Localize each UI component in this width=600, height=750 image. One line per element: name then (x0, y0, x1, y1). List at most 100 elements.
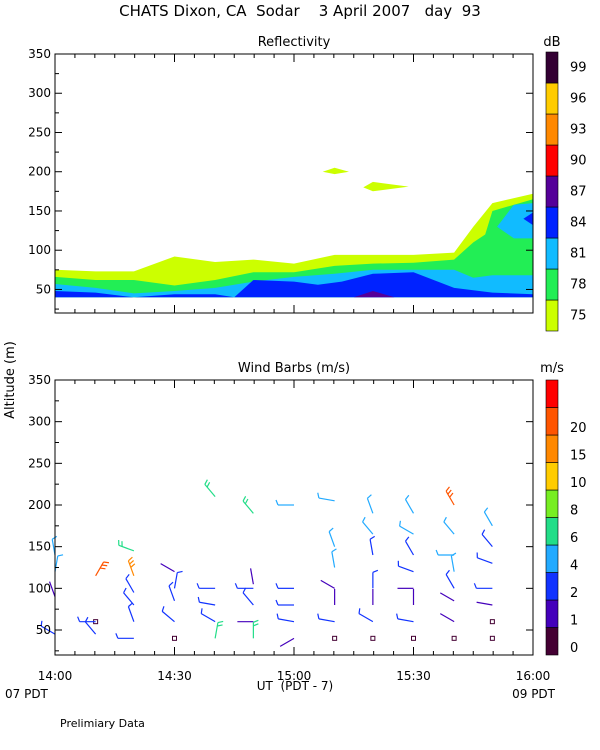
wind-colorbar-swatch (545, 599, 559, 628)
wind-colorbar-swatch (545, 379, 559, 408)
wind-barb (320, 579, 335, 589)
wind-barb (439, 613, 455, 623)
reflectivity-colorbar-swatch (545, 113, 559, 146)
wind-barb (275, 499, 294, 506)
wind-colorbar-label: 10 (570, 476, 587, 491)
reflectivity-colorbar-label: 90 (570, 154, 587, 169)
wind-barb (445, 486, 455, 506)
reflectivity-colorbar-label: 87 (570, 185, 587, 200)
wind-barb (196, 583, 216, 589)
reflectivity-title: Reflectivity (258, 35, 331, 50)
wind-barb (397, 560, 414, 573)
start-local-time: 07 PDT (5, 687, 49, 701)
reflectivity-ytick-label: 50 (36, 282, 51, 296)
wind-colorbar-swatch (545, 517, 559, 546)
wind-barb (115, 633, 134, 639)
wind-ytick-label: 150 (28, 540, 51, 554)
wind-xtick-label: 16:00 (516, 669, 551, 683)
wind-ytick-label: 250 (28, 456, 51, 470)
wind-barb (250, 568, 254, 585)
wind-barb (77, 616, 96, 623)
wind-barb (252, 619, 259, 639)
wind-barb (331, 548, 337, 568)
wind-barb (317, 492, 335, 502)
reflectivity-frame (54, 53, 534, 314)
wind-barb (450, 552, 457, 572)
wind-colorbar: 0 1 2 4 6 8 10 15 20 (545, 379, 587, 656)
reflectivity-colorbar-label: 81 (570, 247, 587, 262)
wind-colorbar-swatch (545, 434, 559, 463)
wind-barb (404, 536, 415, 556)
wind-barb (404, 494, 415, 514)
wind-barb-calm (172, 635, 177, 641)
wind-barb-calm (489, 619, 495, 625)
wind-barb (366, 494, 374, 514)
contour-87db-region (353, 291, 395, 298)
reflectivity-ytick-label: 250 (28, 125, 51, 139)
reflectivity-colorbar-label: 99 (570, 61, 587, 76)
reflectivity-colorbar-label: 93 (570, 123, 587, 138)
wind-barb (445, 569, 455, 589)
wind-barb (242, 496, 254, 514)
wind-barb (369, 535, 375, 556)
wind-barb (473, 583, 493, 589)
wind-colorbar-swatch (545, 489, 559, 518)
wind-barb (84, 616, 97, 635)
wind-barb (160, 563, 175, 573)
wind-xtick-label: 14:00 (38, 669, 73, 683)
contour-81db-region (497, 203, 533, 239)
preliminary-data-note: Prelimiary Data (60, 717, 145, 730)
wind-barb-calm (411, 635, 416, 641)
wind-barb (242, 587, 254, 606)
wind-colorbar-swatch (545, 572, 559, 601)
wind-ytick-label: 300 (28, 415, 51, 429)
wind-barb (372, 569, 379, 589)
wind-ytick-label: 50 (36, 623, 51, 637)
wind-colorbar-label: 6 (570, 531, 578, 546)
wind-barb (439, 592, 455, 602)
wind-barb (173, 570, 183, 589)
reflectivity-colorbar-label: 78 (570, 278, 587, 293)
wind-barb (476, 552, 493, 564)
reflectivity-colorbar-label: 75 (570, 309, 587, 324)
wind-barb (161, 606, 175, 623)
wind-ytick-label: 350 (28, 373, 51, 387)
reflectivity-colorbar-swatch (545, 237, 559, 270)
wind-barb-calm (489, 635, 495, 641)
wind-colorbar-label: 0 (570, 641, 578, 656)
wind-barbs-axes: 50 100 150 200 250 300 350 14:00 14:30 15:00 15:30… (28, 373, 550, 683)
wind-barb (435, 549, 455, 556)
reflectivity-axes: 50 100 150 200 250 300 350 (28, 47, 534, 313)
reflectivity-ytick-label: 150 (28, 204, 51, 218)
wind-barb (276, 613, 295, 623)
contour-84db-region (523, 212, 533, 226)
altitude-axis-label: Altitude (m) (3, 341, 18, 419)
wind-colorbar-swatch (545, 544, 559, 573)
reflectivity-ytick-label: 100 (28, 243, 51, 257)
wind-colorbar-label: 20 (570, 421, 587, 436)
wind-barb (362, 516, 374, 535)
wind-barb (328, 527, 336, 547)
wind-colorbar-unit: m/s (540, 361, 564, 376)
reflectivity-colorbar-label: 84 (570, 216, 587, 231)
wind-ytick-label: 100 (28, 581, 51, 595)
wind-barb (396, 613, 414, 623)
wind-barbs-marks (40, 479, 495, 647)
wind-barbs-title: Wind Barbs (m/s) (238, 361, 350, 376)
wind-colorbar-label: 8 (570, 504, 578, 519)
wind-barb (204, 479, 216, 498)
wind-barb (214, 620, 224, 639)
wind-barb (95, 561, 110, 577)
wind-barb (443, 516, 455, 535)
wind-barb (125, 574, 135, 593)
reflectivity-colorbar-unit: dB (543, 35, 560, 50)
wind-barb (279, 637, 295, 647)
reflectivity-colorbar-label: 96 (570, 92, 587, 107)
reflectivity-colorbar-swatch (545, 299, 559, 332)
wind-barb (40, 620, 56, 635)
wind-colorbar-label: 15 (570, 449, 587, 464)
wind-barb (234, 583, 254, 589)
wind-colorbar-swatch (545, 627, 559, 656)
wind-barb (399, 520, 414, 535)
wind-barb (483, 507, 493, 527)
